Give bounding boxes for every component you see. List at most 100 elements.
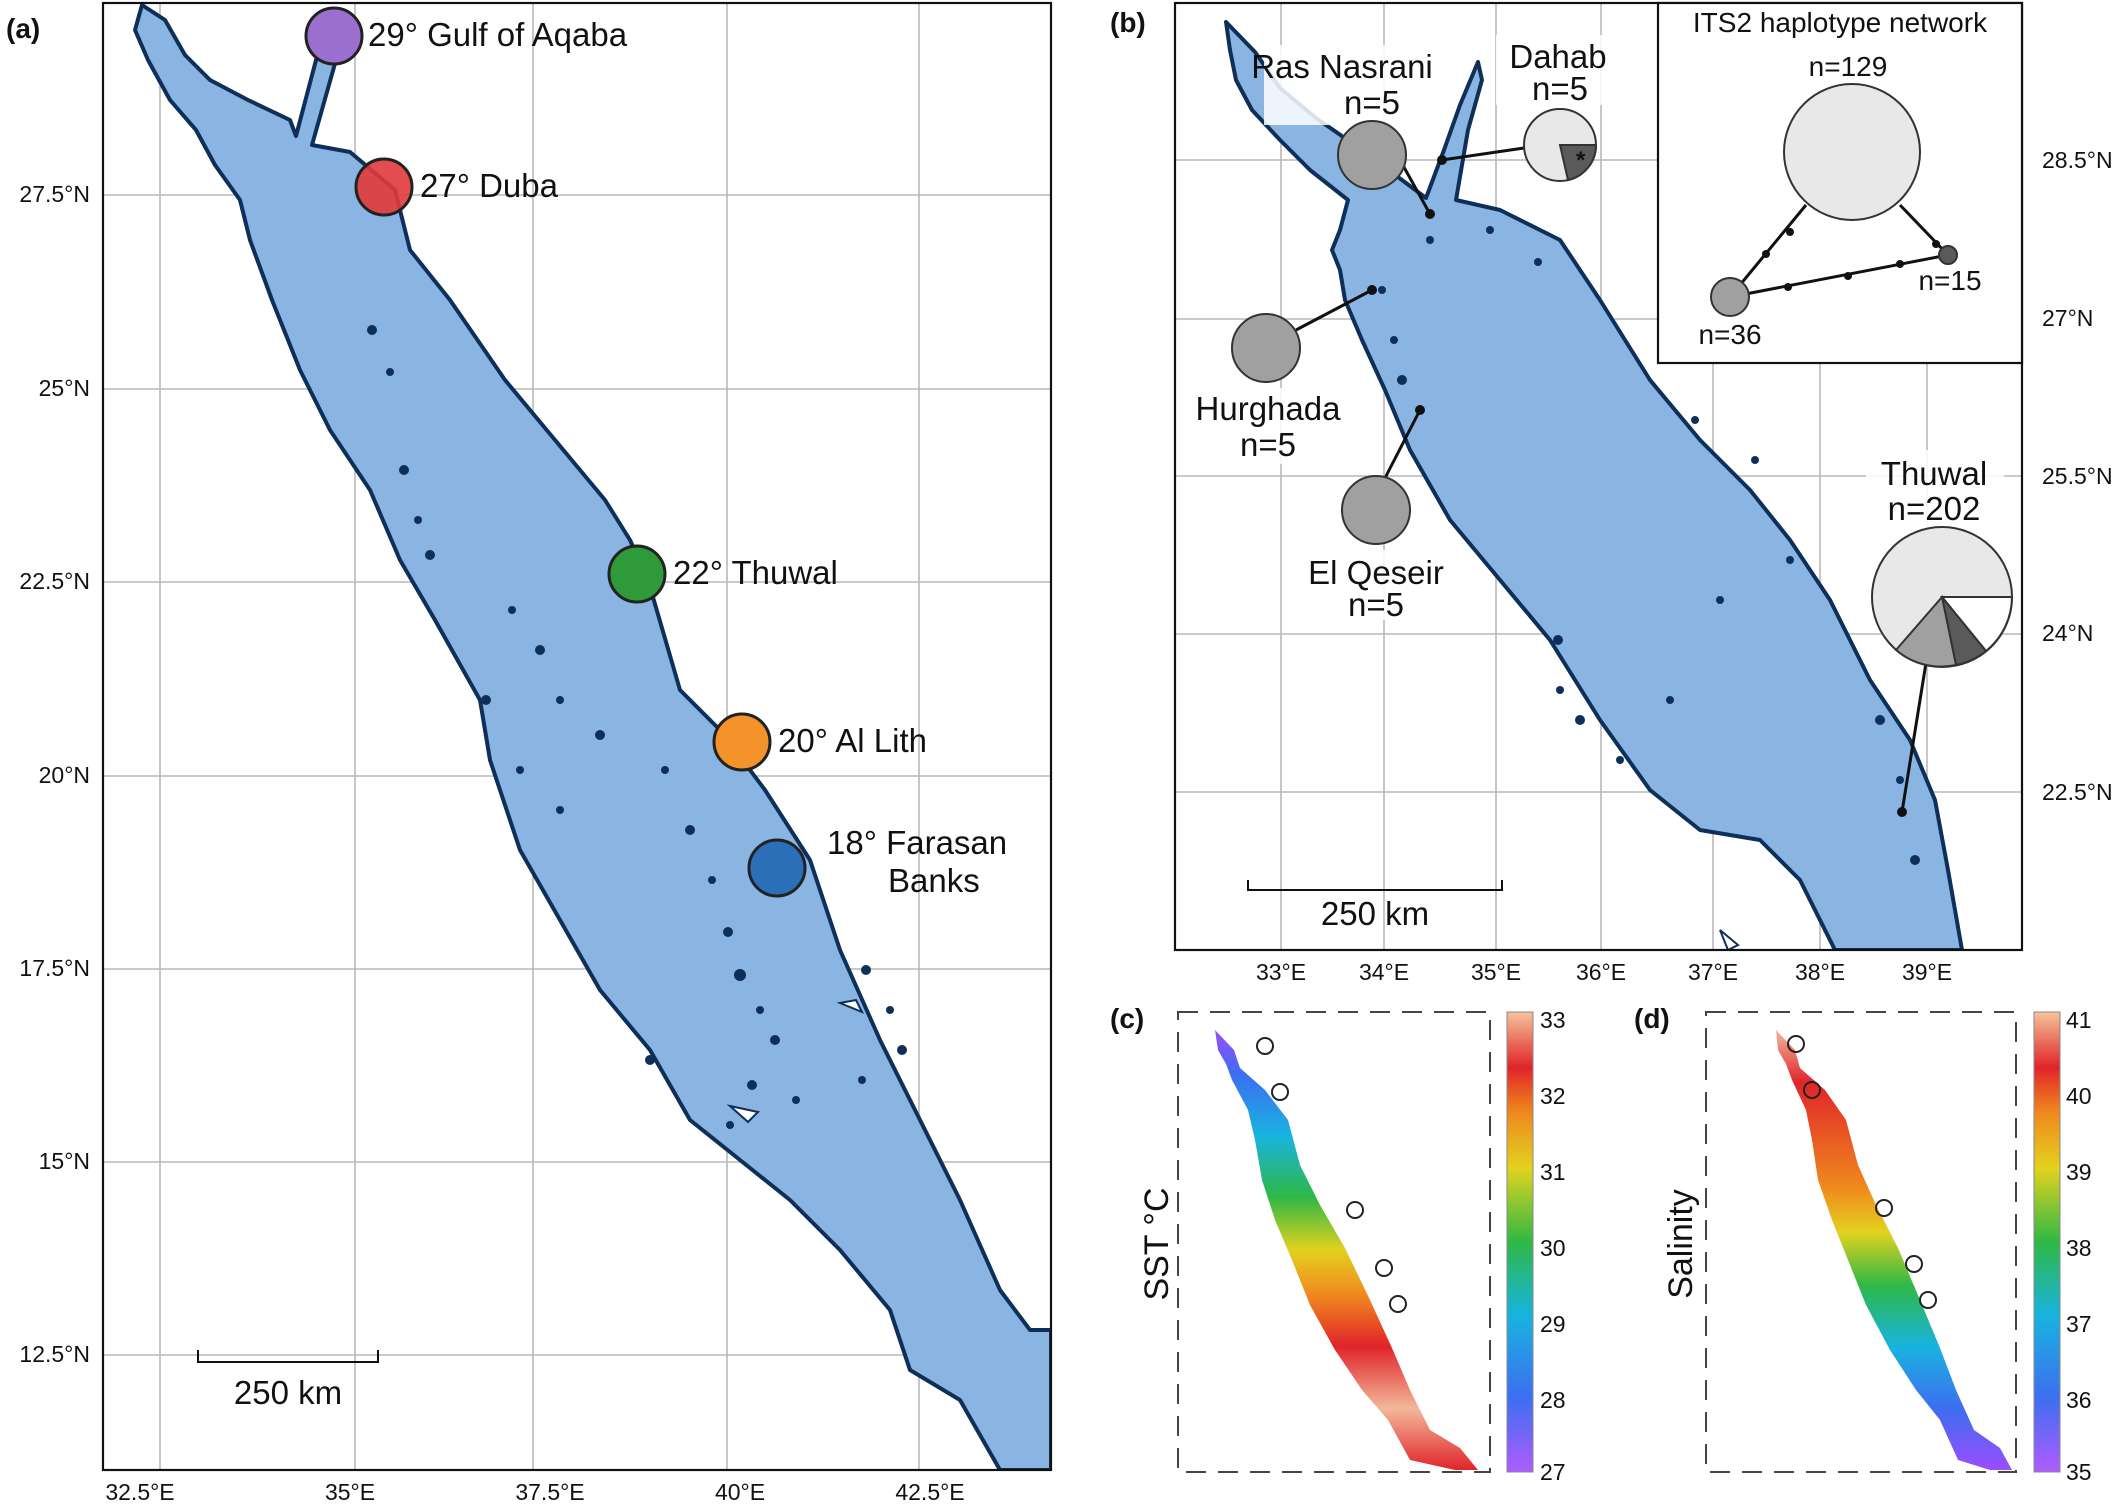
population-n: n=5 (1240, 426, 1296, 463)
site-label-al-lith: 20° Al Lith (778, 722, 927, 759)
colorbar-tick: 33 (1540, 1007, 1566, 1033)
colorbar-tick: 38 (2066, 1235, 2092, 1261)
reef-dots-b (1378, 226, 1920, 865)
sst-field (1215, 1030, 1478, 1470)
colorbar-tick: 39 (2066, 1159, 2092, 1185)
panel-b-lon-ticks: 33°E 34°E 35°E 36°E 37°E 38°E 39°E (1256, 959, 1952, 985)
panel-a-sites: 29° Gulf of Aqaba 27° Duba 22° Thuwal 20… (304, 6, 1007, 899)
population-n: n=5 (1532, 70, 1588, 107)
lat-tick: 28.5°N (2042, 147, 2113, 173)
population-name: El Qeseir (1308, 554, 1444, 591)
lat-tick: 12.5°N (19, 1341, 90, 1367)
panel-a-lon-ticks: 32.5°E 35°E 37.5°E 40°E 42.5°E (105, 1479, 964, 1505)
lat-tick: 25.5°N (2042, 463, 2113, 489)
asterisk-mark: * (1576, 147, 1586, 174)
colorbar-tick: 32 (1540, 1083, 1566, 1109)
panel-a-tag: (a) (6, 13, 40, 44)
scale-bar-label: 250 km (1321, 895, 1429, 932)
network-node-medium[interactable] (1710, 277, 1750, 317)
colorbar-tick: 29 (1540, 1311, 1566, 1337)
salinity-field (1776, 1030, 2012, 1470)
salinity-colorbar (2033, 1011, 2061, 1473)
colorbar-tick: 30 (1540, 1235, 1566, 1261)
red-sea-water-north (1224, 20, 1964, 950)
panel-a-scale-bar: 250 km (197, 1350, 379, 1411)
network-node-major[interactable] (1783, 83, 1921, 221)
reef-dots (367, 325, 907, 1129)
lat-tick: 17.5°N (19, 955, 90, 981)
site-label-duba: 27° Duba (420, 167, 559, 204)
lat-tick: 22.5°N (2042, 779, 2113, 805)
colorbar-tick: 35 (2066, 1459, 2092, 1485)
panel-c-frame (1177, 1011, 1491, 1473)
population-pie[interactable]: * (1523, 108, 1598, 182)
population-name: Ras Nasrani (1251, 48, 1433, 85)
site-marker-farasan-banks[interactable] (747, 838, 807, 898)
site-marker-gulf-of-aqaba[interactable] (304, 6, 364, 66)
population-name: Dahab (1509, 38, 1606, 75)
panel-b-tag: (b) (1110, 7, 1146, 38)
network-title: ITS2 haplotype network (1693, 7, 1988, 38)
lat-tick: 27°N (2042, 305, 2093, 331)
lon-tick: 32.5°E (105, 1479, 174, 1505)
site-label-banks: Banks (888, 862, 980, 899)
red-sea-water (133, 3, 1051, 1470)
population-n: n=5 (1344, 84, 1400, 121)
population-el-qeseir: El Qeseir n=5 (1296, 475, 1456, 623)
panel-b-frame (1173, 1, 2024, 952)
lon-tick: 39°E (1902, 959, 1952, 985)
lon-tick: 42.5°E (895, 1479, 964, 1505)
lat-tick: 27.5°N (19, 181, 90, 207)
panel-c-ylabel: SST °C (1138, 1187, 1176, 1300)
panel-a-map: (a) (6, 1, 1053, 1505)
sst-colorbar-ticks: 33 32 31 30 29 28 27 (1540, 1007, 1566, 1485)
lon-tick: 35°E (325, 1479, 375, 1505)
lon-tick: 37°E (1688, 959, 1738, 985)
population-dahab: Dahab n=5 * (1496, 35, 1618, 182)
panel-a-frame (101, 1, 1053, 1472)
panel-d-ylabel: Salinity (1662, 1189, 1700, 1299)
site-label-thuwal: 22° Thuwal (673, 554, 838, 591)
panel-b-lat-ticks: 28.5°N 27°N 25.5°N 24°N 22.5°N (2042, 147, 2113, 805)
population-pie[interactable] (1341, 475, 1411, 545)
lon-tick: 37.5°E (515, 1479, 584, 1505)
population-n: n=5 (1348, 586, 1404, 623)
site-marker-duba[interactable] (354, 157, 414, 217)
colorbar-tick: 41 (2066, 1007, 2092, 1033)
haplotype-network-inset: ITS2 haplotype network n=129 n=15 n=36 (1656, 1, 2024, 365)
network-node-label: n=15 (1918, 265, 1981, 296)
scale-bar-label: 250 km (234, 1374, 342, 1411)
population-ras-nasrani: Ras Nasrani n=5 (1251, 45, 1444, 190)
site-label-gulf-of-aqaba: 29° Gulf of Aqaba (368, 16, 628, 53)
salinity-colorbar-ticks: 41 40 39 38 37 36 35 (2066, 1007, 2092, 1485)
panel-b-scale-bar: 250 km (1247, 880, 1503, 932)
population-pie[interactable] (1337, 120, 1407, 190)
population-pie[interactable] (1871, 526, 2014, 668)
panel-c-sst: (c) SST °C 33 32 31 30 29 28 27 (1110, 1003, 1566, 1485)
lon-tick: 40°E (715, 1479, 765, 1505)
colorbar-tick: 31 (1540, 1159, 1566, 1185)
population-name: Thuwal (1881, 455, 1987, 492)
panel-b-map: (b) (1110, 1, 2113, 985)
colorbar-tick: 36 (2066, 1387, 2092, 1413)
colorbar-tick: 27 (1540, 1459, 1566, 1485)
population-pie[interactable] (1231, 313, 1301, 383)
lon-tick: 33°E (1256, 959, 1306, 985)
lat-tick: 15°N (39, 1148, 90, 1174)
lon-tick: 34°E (1359, 959, 1409, 985)
site-marker-thuwal[interactable] (607, 544, 667, 604)
lat-tick: 22.5°N (19, 568, 90, 594)
lon-tick: 38°E (1795, 959, 1845, 985)
site-label-farasan: 18° Farasan (827, 824, 1007, 861)
panel-d-tag: (d) (1634, 1003, 1670, 1034)
colorbar-tick: 40 (2066, 1083, 2092, 1109)
site-marker-al-lith[interactable] (712, 712, 772, 772)
population-thuwal: Thuwal n=202 (1866, 450, 2014, 668)
network-node-label: n=36 (1698, 319, 1761, 350)
network-node-small[interactable] (1938, 245, 1958, 265)
population-name: Hurghada (1196, 390, 1342, 427)
lon-tick: 35°E (1471, 959, 1521, 985)
colorbar-tick: 37 (2066, 1311, 2092, 1337)
lat-tick: 24°N (2042, 620, 2093, 646)
